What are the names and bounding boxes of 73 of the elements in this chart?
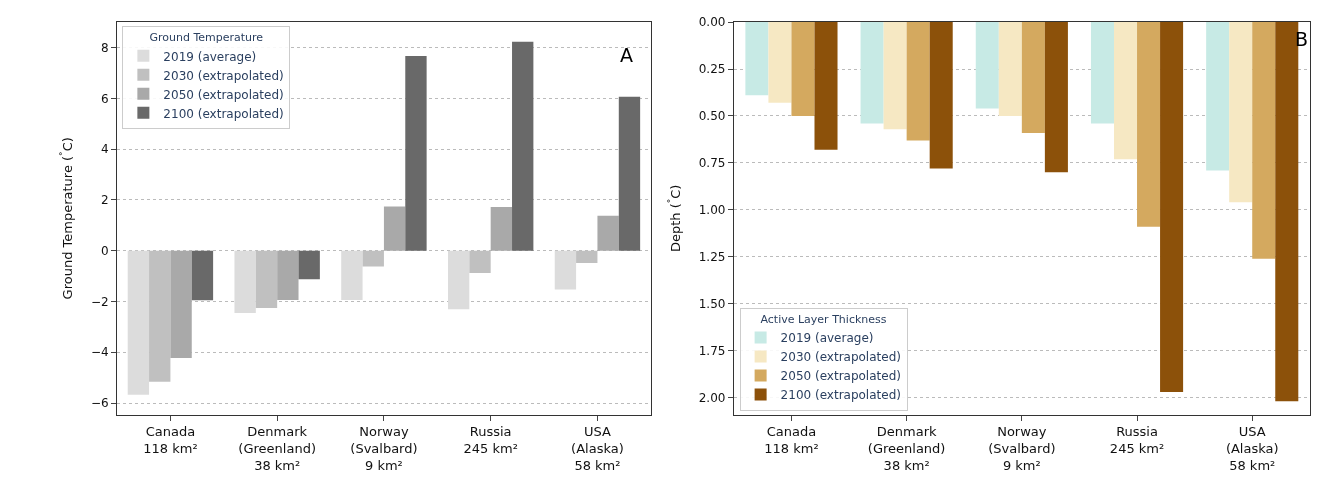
y-tick-label: 2.00	[698, 390, 726, 405]
y-tick-label: 6	[100, 91, 109, 106]
legend-label: 2030 (extrapolated)	[780, 350, 901, 365]
bar	[998, 22, 1022, 116]
legend-label: 2050 (extrapolated)	[163, 87, 284, 102]
bar	[597, 215, 619, 251]
x-tick-label: Canada 118 km²	[764, 424, 819, 456]
y-tick-label: 1.25	[698, 250, 726, 264]
y-tick-label: 8	[100, 40, 109, 55]
bar	[975, 22, 999, 109]
annotation: A	[620, 44, 633, 66]
bar	[1113, 22, 1138, 160]
y-tick-label: 0.25	[698, 62, 726, 77]
y-tick-label: 1.50	[698, 296, 726, 311]
bar	[298, 250, 320, 280]
x-tick-label: Denmark (Greenland) 38 km²	[867, 424, 946, 473]
bar	[170, 250, 192, 359]
x-tick-label: Norway (Svalbard) 9 km²	[350, 424, 418, 473]
bar	[1044, 22, 1068, 173]
legend-label: 2019 (average)	[163, 49, 257, 64]
bar	[127, 250, 150, 395]
y-tick-label: 0.00	[698, 15, 726, 30]
legend-label: 2100 (extrapolated)	[780, 388, 901, 403]
bar	[405, 55, 427, 251]
legend-label: 2050 (extrapolated)	[780, 369, 901, 384]
legend-label: 2019 (average)	[780, 331, 874, 346]
bar	[191, 250, 214, 301]
bar	[883, 22, 907, 130]
legend-title: Ground Temperature	[149, 31, 264, 45]
bar	[1137, 22, 1161, 227]
x-tick-label: USA (Alaska) 58 km²	[571, 424, 624, 473]
bar	[490, 207, 513, 251]
bar	[814, 22, 838, 150]
bar	[277, 250, 299, 300]
bar	[1160, 22, 1184, 392]
bar	[860, 22, 884, 124]
legend-title: Active Layer Thickness	[760, 312, 887, 326]
x-tick-label: Denmark (Greenland) 38 km²	[238, 424, 316, 473]
bar	[745, 22, 769, 96]
legend-label: 2030 (extrapolated)	[163, 68, 284, 83]
bar	[1021, 22, 1045, 133]
y-tick-label: −6	[90, 396, 109, 411]
bar	[1252, 22, 1276, 259]
y-tick-label: 1.75	[698, 343, 726, 358]
y-tick-label: 2	[100, 193, 109, 208]
bar	[1090, 22, 1114, 124]
y-tick-label: −2	[90, 294, 109, 309]
bar	[447, 250, 470, 310]
y-tick-label: 4	[100, 142, 109, 157]
bar	[1206, 22, 1230, 171]
bar	[791, 22, 815, 116]
bar	[1229, 22, 1253, 203]
bar	[1275, 22, 1299, 402]
x-tick-label: Canada 118 km²	[143, 424, 198, 456]
y-tick-label: 0.75	[698, 156, 726, 171]
bar	[618, 96, 641, 251]
y-tick-label: −4	[90, 345, 109, 360]
bar	[512, 41, 534, 251]
bar	[383, 206, 406, 251]
x-tick-label: Norway (Svalbard) 9 km²	[988, 424, 1056, 473]
y-tick-label: 1.00	[698, 203, 726, 218]
bar	[554, 250, 577, 290]
bar	[341, 250, 363, 300]
y-tick-label: 0.50	[698, 109, 726, 124]
x-tick-label: Russia 245 km²	[1109, 424, 1165, 456]
bar	[929, 22, 953, 169]
x-tick-label: Russia 245 km²	[463, 424, 518, 456]
legend-label: 2100 (extrapolated)	[163, 106, 284, 121]
bar	[234, 250, 256, 313]
bar	[906, 22, 930, 141]
bar	[768, 22, 792, 103]
y-tick-label: 0	[100, 243, 109, 258]
x-tick-label: USA (Alaska) 58 km²	[1225, 424, 1279, 473]
